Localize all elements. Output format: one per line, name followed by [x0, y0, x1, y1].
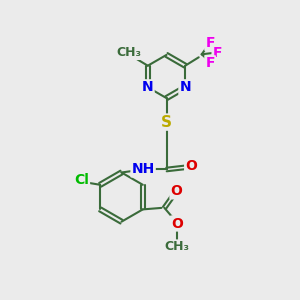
Text: S: S — [161, 115, 172, 130]
Text: F: F — [206, 56, 215, 70]
Text: NH: NH — [131, 163, 155, 176]
Text: O: O — [171, 217, 183, 230]
Text: F: F — [213, 46, 222, 60]
Text: CH₃: CH₃ — [116, 46, 141, 59]
Text: F: F — [206, 36, 215, 50]
Text: Cl: Cl — [74, 173, 89, 187]
Text: O: O — [185, 160, 197, 173]
Text: O: O — [170, 184, 182, 198]
Text: CH₃: CH₃ — [164, 240, 190, 254]
Text: N: N — [142, 80, 154, 94]
Text: N: N — [179, 80, 191, 94]
